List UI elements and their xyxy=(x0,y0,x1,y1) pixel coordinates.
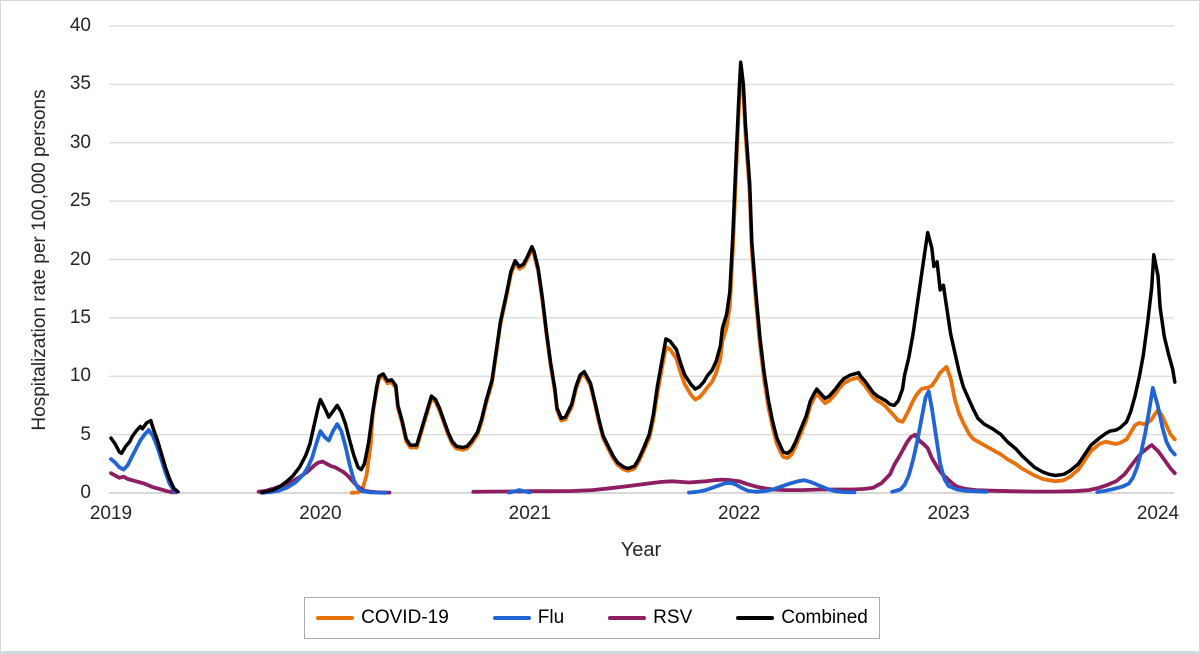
x-tick-label: 2023 xyxy=(927,503,970,524)
series-line-combined xyxy=(260,60,1177,495)
x-tick-label: 2022 xyxy=(718,503,761,524)
x-tick-label: 2020 xyxy=(299,503,342,524)
y-axis-title: Hospitalization rate per 100,000 persons xyxy=(29,89,50,431)
y-tick-label: 40 xyxy=(69,15,91,36)
y-tick-label: 0 xyxy=(80,482,91,503)
x-tick-label: 2021 xyxy=(508,503,551,524)
y-tick-label: 10 xyxy=(69,365,91,387)
series-line-flu xyxy=(687,478,857,495)
series-line-combined xyxy=(109,418,180,494)
y-tick-label: 15 xyxy=(69,306,91,328)
series-line-covid-19 xyxy=(349,68,1177,495)
series-line-flu xyxy=(890,389,989,494)
legend-item-rsv: RSV xyxy=(608,608,692,628)
legend-label: RSV xyxy=(653,607,693,628)
combined-line-swatch xyxy=(736,616,775,620)
x-tick-label: 2024 xyxy=(1136,503,1180,524)
x-axis-title: Year xyxy=(620,539,662,561)
series-line-rsv xyxy=(109,471,176,495)
y-tick-label: 20 xyxy=(69,248,91,270)
series-line-flu xyxy=(259,422,388,495)
y-tick-label: 25 xyxy=(69,190,91,212)
x-tick-label: 2019 xyxy=(89,503,133,524)
flu-line-swatch xyxy=(492,616,531,620)
legend-label: Combined xyxy=(781,607,868,628)
covid19-line-swatch xyxy=(316,616,355,620)
y-tick-label: 30 xyxy=(69,131,91,153)
y-tick-label: 5 xyxy=(80,423,91,445)
legend-label: Flu xyxy=(537,607,565,628)
legend-item-flu: Flu xyxy=(492,607,565,628)
rsv-line-swatch xyxy=(608,616,647,620)
plot-area xyxy=(109,25,1177,495)
series-line-rsv xyxy=(471,432,1177,494)
legend: COVID-19 Flu RSV Combined xyxy=(304,597,880,639)
legend-item-covid19: COVID-19 xyxy=(316,608,449,628)
y-tick-label: 35 xyxy=(69,73,91,95)
series-line-flu xyxy=(1095,385,1177,495)
legend-label: COVID-19 xyxy=(361,607,449,628)
legend-item-combined: Combined xyxy=(736,608,868,628)
series-line-flu xyxy=(506,488,532,495)
